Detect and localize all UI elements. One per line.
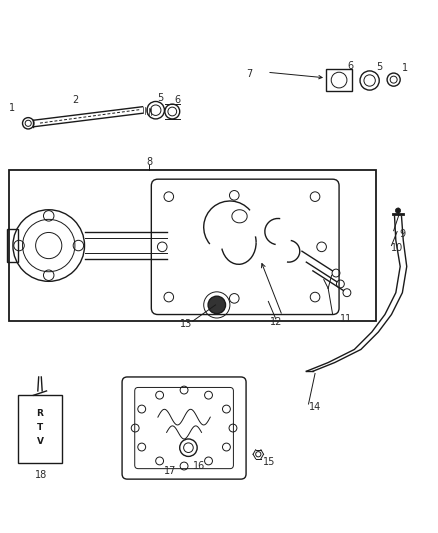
Text: 5: 5 — [157, 93, 163, 102]
Text: 18: 18 — [35, 470, 47, 480]
Text: 15: 15 — [263, 457, 276, 467]
Text: 7: 7 — [247, 69, 253, 79]
Text: R: R — [36, 409, 43, 418]
Circle shape — [396, 208, 401, 213]
Text: 11: 11 — [339, 314, 352, 324]
Circle shape — [208, 296, 226, 313]
Text: 6: 6 — [174, 95, 180, 104]
Text: 1: 1 — [402, 63, 408, 73]
Text: 10: 10 — [391, 243, 403, 253]
Text: V: V — [36, 438, 43, 447]
Text: 13: 13 — [180, 319, 192, 329]
Text: 1: 1 — [9, 103, 14, 114]
Text: 8: 8 — [146, 157, 152, 167]
Text: 12: 12 — [269, 317, 282, 327]
Text: T: T — [37, 423, 43, 432]
Text: 2: 2 — [72, 95, 78, 104]
Text: 14: 14 — [309, 402, 321, 412]
Text: 16: 16 — [193, 462, 205, 472]
Text: 6: 6 — [347, 61, 353, 71]
Text: 5: 5 — [377, 61, 383, 71]
Text: 9: 9 — [399, 229, 406, 239]
Text: 17: 17 — [164, 466, 176, 476]
